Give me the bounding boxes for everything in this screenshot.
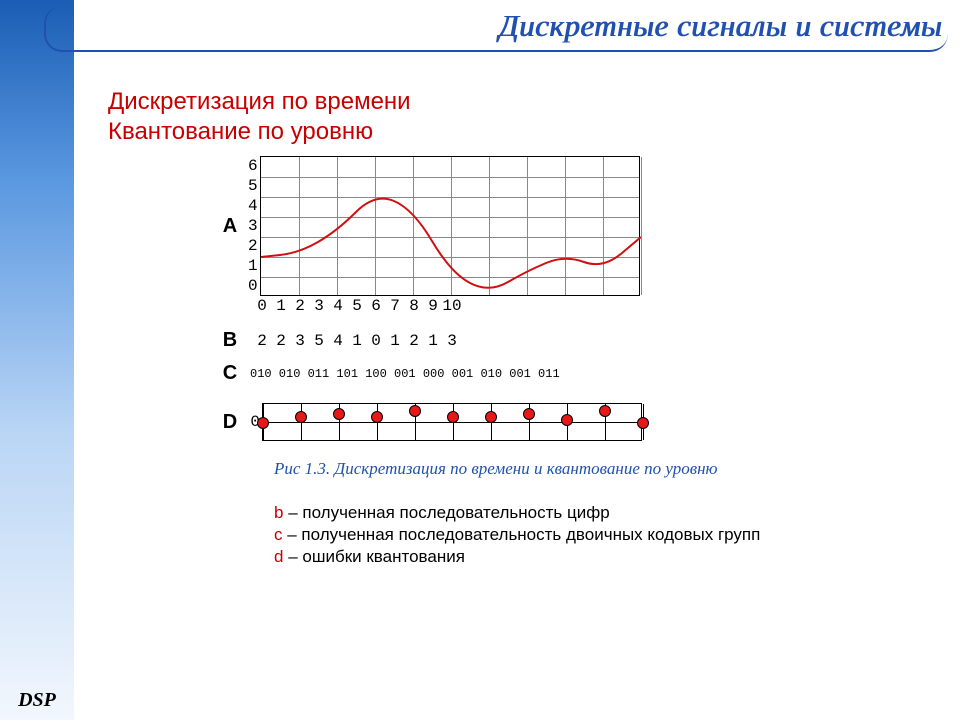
chart-a-row: A 0123456 <box>214 156 948 296</box>
heading-2: Квантование по уровню <box>108 118 948 146</box>
label-c: C <box>214 362 246 385</box>
legend-c: c – полученная последовательность двоичн… <box>274 525 948 545</box>
label-d: D <box>214 411 246 434</box>
heading-1: Дискретизация по времени <box>108 88 948 116</box>
figure-1-3: A 0123456 012345678910 B 22354101213 C 0… <box>214 156 948 479</box>
chart-a-plot <box>260 156 640 296</box>
legend: b – полученная последовательность цифр c… <box>274 503 948 567</box>
row-d: D 0 <box>214 403 948 441</box>
label-a: A <box>214 215 246 238</box>
label-b: B <box>214 329 246 352</box>
sidebar: DSP <box>0 0 74 720</box>
row-b-values: 22354101213 <box>262 332 471 350</box>
figure-caption: Рис 1.3. Дискретизация по времени и кван… <box>274 459 948 479</box>
row-b: B 22354101213 <box>214 329 948 352</box>
row-c: C 010 010 011 101 100 001 000 001 010 00… <box>214 362 948 385</box>
legend-d: d – ошибки квантования <box>274 547 948 567</box>
row-d-plot <box>262 403 642 441</box>
title-box: Дискретные сигналы и системы <box>44 6 948 52</box>
legend-b: b – полученная последовательность цифр <box>274 503 948 523</box>
slide-content: Дискретные сигналы и системы Дискретизац… <box>74 0 960 720</box>
dsp-label: DSP <box>0 689 74 712</box>
chart-a-xaxis: 012345678910 <box>262 297 948 315</box>
slide-title: Дискретные сигналы и системы <box>498 8 942 43</box>
chart-a-yaxis: 0123456 <box>248 156 258 296</box>
row-c-values: 010 010 011 101 100 001 000 001 010 001 … <box>250 367 560 381</box>
heading-block: Дискретизация по времени Квантование по … <box>108 88 948 146</box>
